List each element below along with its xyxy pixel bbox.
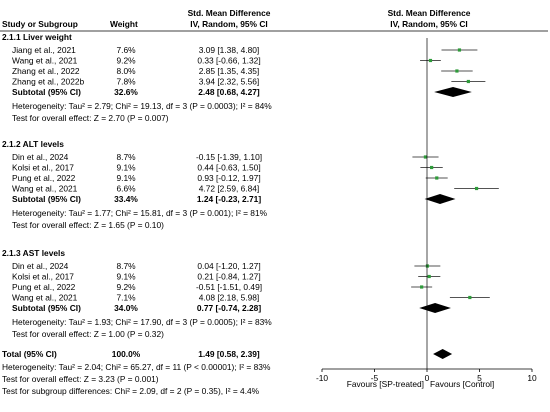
favours-left-label: Favours [SP-treated]: [347, 379, 424, 389]
study-ci: 0.04 [-1.20, 1.27]: [197, 261, 260, 271]
total-weight: 100.0%: [112, 349, 141, 359]
heterogeneity-stat: Heterogeneity: Tau² = 1.77; Chi² = 15.81…: [12, 208, 268, 218]
study-point: [428, 58, 433, 63]
study-point: [420, 285, 424, 289]
study-name: Wang et al., 2021: [12, 56, 78, 66]
study-point: [427, 274, 431, 279]
study-weight: 6.6%: [116, 184, 136, 194]
total-heterogeneity: Heterogeneity: Tau² = 2.04; Chi² = 65.27…: [2, 362, 271, 372]
study-weight: 7.6%: [116, 45, 136, 55]
study-weight: 7.8%: [116, 77, 136, 87]
subtotal-ci: 0.77 [-0.74, 2.28]: [197, 303, 261, 313]
study-name: Zhang et al., 2022: [12, 66, 80, 76]
study-weight: 9.1%: [116, 163, 136, 173]
subgroup-title: 2.1.2 ALT levels: [2, 139, 64, 149]
total-ci: 1.49 [0.58, 2.39]: [198, 349, 260, 359]
study-ci: 4.72 [2.59, 6.84]: [199, 184, 260, 194]
study-weight: 7.1%: [116, 293, 136, 303]
subtotal-label: Subtotal (95% CI): [12, 194, 81, 204]
study-name: Kolsi et al., 2017: [12, 163, 74, 173]
subtotal-weight: 32.6%: [114, 87, 138, 97]
study-weight: 8.7%: [116, 261, 136, 271]
study-ci: 3.09 [1.38, 4.80]: [199, 45, 260, 55]
pooled-diamond: [419, 303, 451, 313]
x-tick-label: -5: [371, 373, 379, 383]
study-point: [474, 186, 479, 191]
total-label: Total (95% CI): [2, 349, 57, 359]
study-name: Pung et al., 2022: [12, 173, 76, 183]
plot-column-header: Std. Mean Difference: [388, 8, 471, 18]
study-weight: 8.0%: [116, 66, 136, 76]
study-point: [425, 264, 430, 268]
study-point: [468, 295, 472, 300]
total-overall-effect: Test for overall effect: Z = 3.23 (P = 0…: [2, 374, 159, 384]
subtotal-weight: 34.0%: [114, 303, 138, 313]
study-name: Zhang et al., 2022b: [12, 77, 85, 87]
subgroup-title: 2.1.1 Liver weight: [2, 32, 72, 42]
study-name: Jiang et al., 2021: [12, 45, 76, 55]
study-name: Kolsi et al., 2017: [12, 272, 74, 282]
subtotal-ci: 2.48 [0.68, 4.27]: [198, 87, 260, 97]
study-ci: 0.33 [-0.66, 1.32]: [197, 56, 260, 66]
study-point: [466, 79, 470, 84]
smd-method-header: IV, Random, 95% CI: [190, 19, 267, 29]
study-point: [430, 165, 434, 170]
study-name: Wang et al., 2021: [12, 293, 78, 303]
study-point: [455, 69, 459, 73]
x-tick-label: 10: [527, 373, 537, 383]
overall-effect-test: Test for overall effect: Z = 2.70 (P = 0…: [12, 113, 169, 123]
pooled-diamond: [433, 349, 453, 359]
x-tick-label: 5: [477, 373, 482, 383]
smd-column-header: Std. Mean Difference: [188, 8, 271, 18]
study-ci: 0.44 [-0.63, 1.50]: [197, 163, 260, 173]
subgroup-differences-test: Test for subgroup differences: Chi² = 2.…: [2, 386, 260, 396]
study-ci: 4.08 [2.18, 5.98]: [199, 293, 260, 303]
subgroup-title: 2.1.3 AST levels: [2, 248, 65, 258]
overall-effect-test: Test for overall effect: Z = 1.65 (P = 0…: [12, 220, 164, 230]
subtotal-label: Subtotal (95% CI): [12, 303, 81, 313]
study-ci: 0.93 [-0.12, 1.97]: [197, 173, 260, 183]
study-weight: 9.2%: [116, 282, 136, 292]
study-name: Pung et al., 2022: [12, 282, 76, 292]
study-column-header: Study or Subgroup: [2, 19, 78, 29]
study-ci: 3.94 [2.32, 5.56]: [199, 77, 260, 87]
overall-effect-test: Test for overall effect: Z = 1.00 (P = 0…: [12, 329, 164, 339]
x-tick-label: -10: [316, 373, 328, 383]
study-weight: 8.7%: [116, 152, 136, 162]
study-ci: 2.85 [1.35, 4.35]: [199, 66, 260, 76]
study-ci: 0.21 [-0.84, 1.27]: [197, 272, 260, 282]
study-ci: -0.51 [-1.51, 0.49]: [196, 282, 262, 292]
pooled-diamond: [434, 87, 472, 97]
study-name: Wang et al., 2021: [12, 184, 78, 194]
study-weight: 9.1%: [116, 173, 136, 183]
heterogeneity-stat: Heterogeneity: Tau² = 2.79; Chi² = 19.13…: [12, 101, 272, 111]
study-weight: 9.1%: [116, 272, 136, 282]
pooled-diamond: [424, 194, 456, 204]
subtotal-weight: 33.4%: [114, 194, 138, 204]
study-point: [457, 48, 462, 52]
plot-method-header: IV, Random, 95% CI: [390, 19, 467, 29]
weight-column-header: Weight: [110, 19, 138, 29]
subtotal-ci: 1.24 [-0.23, 2.71]: [197, 194, 261, 204]
x-tick-label: 0: [425, 373, 430, 383]
study-name: Din et al., 2024: [12, 261, 69, 271]
study-weight: 9.2%: [116, 56, 136, 66]
study-point: [435, 176, 439, 180]
study-point: [423, 155, 428, 159]
subtotal-label: Subtotal (95% CI): [12, 87, 81, 97]
study-ci: -0.15 [-1.39, 1.10]: [196, 152, 262, 162]
favours-right-label: Favours [Control]: [430, 379, 494, 389]
heterogeneity-stat: Heterogeneity: Tau² = 1.93; Chi² = 17.90…: [12, 317, 272, 327]
study-name: Din et al., 2024: [12, 152, 69, 162]
